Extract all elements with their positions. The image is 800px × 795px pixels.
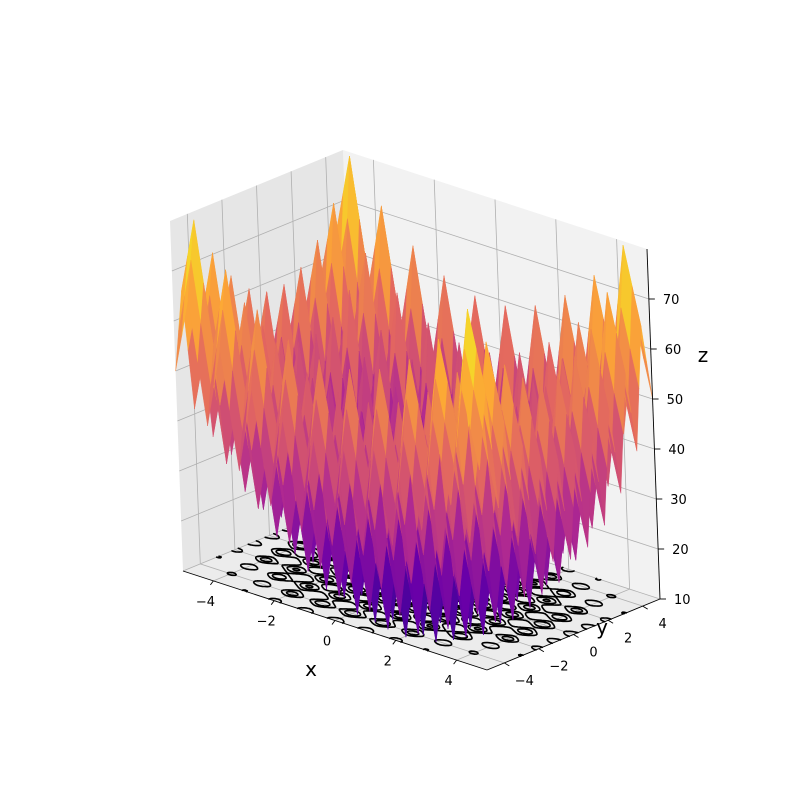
x-axis-label: x — [305, 657, 317, 681]
z-tick-label: 30 — [670, 493, 687, 508]
x-tick — [270, 600, 275, 605]
x-tick — [392, 640, 397, 645]
y-tick-label: 2 — [624, 631, 632, 646]
y-tick-label: 0 — [589, 646, 597, 661]
y-tick — [538, 648, 545, 653]
z-tick-label: 70 — [663, 293, 680, 308]
x-tick-label: 2 — [384, 654, 392, 669]
surface-mesh — [175, 155, 653, 643]
z-tick-label: 40 — [668, 443, 685, 458]
y-tick — [642, 605, 648, 610]
x-tick-label: −4 — [196, 595, 215, 610]
x-tick — [210, 580, 214, 586]
z-axis-line — [646, 248, 661, 600]
x-tick-label: 0 — [323, 635, 331, 650]
z-tick-label: 20 — [672, 543, 689, 558]
x-tick-label: 4 — [444, 674, 452, 689]
y-tick — [607, 619, 614, 624]
y-tick-label: 4 — [659, 617, 667, 632]
z-tick-label: 60 — [665, 343, 682, 358]
y-axis-label: y — [596, 615, 608, 639]
x-tick — [453, 659, 457, 665]
y-tick-label: −4 — [515, 674, 534, 689]
z-tick-label: 50 — [667, 393, 684, 408]
x-tick-label: −2 — [257, 615, 276, 630]
y-tick — [573, 634, 579, 638]
z-axis-label: z — [698, 343, 709, 367]
axis-ticks: −4 −2 0 2 4 −4 −2 0 2 4 10 20 30 40 50 60 70 — [196, 293, 691, 689]
z-tick-label: 10 — [674, 593, 691, 608]
surface-facet — [470, 390, 483, 471]
y-tick-label: −2 — [549, 660, 568, 675]
y-tick — [504, 662, 510, 667]
x-tick — [331, 620, 336, 625]
